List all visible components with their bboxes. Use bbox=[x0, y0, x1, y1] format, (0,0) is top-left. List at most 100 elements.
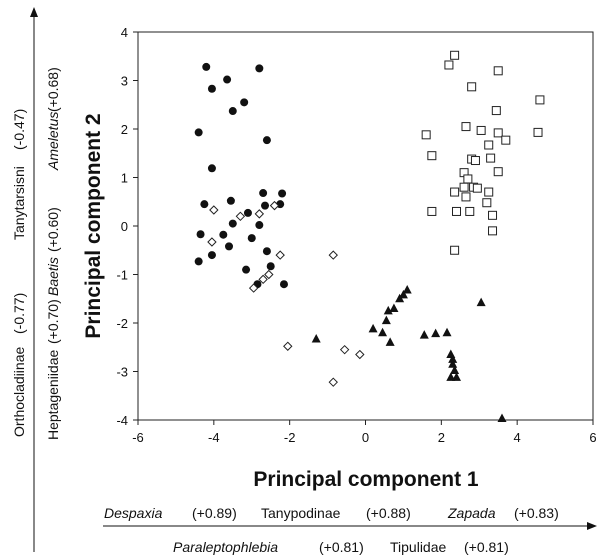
y-loading-col1: Orthocladiinae (-0.77) Tanytarsisni (-0.… bbox=[11, 109, 27, 437]
y-tick-label: -1 bbox=[116, 268, 128, 283]
diamond-point bbox=[275, 250, 285, 260]
loading-ameletus-name: Ameletus bbox=[45, 112, 61, 171]
square-point bbox=[501, 135, 511, 145]
square-point bbox=[533, 127, 543, 137]
y-loading-arrowhead bbox=[30, 7, 38, 17]
x-tick-label: 2 bbox=[438, 430, 445, 445]
triangle-point bbox=[452, 372, 461, 381]
triangle-point bbox=[381, 315, 391, 325]
y-tick-label: 0 bbox=[121, 219, 128, 234]
triangle-point bbox=[311, 334, 321, 343]
circle-point bbox=[255, 64, 264, 73]
loading-paraleptophlebia-name: Paraleptophlebia bbox=[173, 539, 278, 555]
square-point bbox=[493, 167, 503, 177]
y-tick-label: -2 bbox=[116, 316, 128, 331]
triangle-point bbox=[368, 323, 378, 333]
loading-despaxia-name: Despaxia bbox=[104, 505, 163, 521]
x-loading-row1: Despaxia (+0.89) Tanypodinae (+0.88) Zap… bbox=[104, 505, 559, 521]
square-point bbox=[465, 206, 475, 216]
y-tick-label: -3 bbox=[116, 365, 128, 380]
triangle-point bbox=[398, 289, 408, 299]
loading-orthocladiinae-name: Orthocladiinae bbox=[11, 347, 27, 437]
loading-zapada-value: (+0.83) bbox=[514, 505, 559, 521]
x-tick-label: -6 bbox=[132, 430, 144, 445]
square-point bbox=[450, 50, 460, 60]
triangle-point bbox=[419, 330, 429, 339]
axis-ticks: -6 -4 -2 0 2 4 6 -4 -3 -2 -1 0 1 2 3 4 bbox=[116, 25, 596, 445]
y-tick-label: -4 bbox=[116, 413, 128, 428]
data-points bbox=[194, 50, 545, 423]
loading-tanypodinae-name: Tanypodinae bbox=[261, 505, 341, 521]
circle-point bbox=[279, 280, 288, 289]
circle-point bbox=[228, 107, 237, 116]
circle-point bbox=[242, 265, 251, 274]
circle-point bbox=[266, 262, 275, 271]
square-point bbox=[493, 128, 503, 138]
square-point bbox=[470, 156, 480, 166]
square-point bbox=[486, 153, 496, 163]
loading-heptageniidae-name: Heptageniidae bbox=[45, 349, 61, 440]
y-tick-label: 1 bbox=[121, 171, 128, 186]
circle-point bbox=[243, 208, 252, 217]
square-point bbox=[461, 122, 471, 132]
circle-point bbox=[207, 251, 216, 260]
circle-point bbox=[194, 128, 203, 137]
loading-baetis-value: (+0.60) bbox=[45, 207, 61, 252]
square-point bbox=[450, 187, 460, 197]
square-point bbox=[459, 182, 469, 192]
diamond-point bbox=[207, 237, 217, 247]
triangle-point bbox=[431, 328, 441, 338]
circle-point bbox=[223, 75, 232, 84]
loading-baetis-name: Baetis bbox=[45, 257, 61, 296]
square-point bbox=[482, 198, 492, 208]
circle-point bbox=[194, 257, 203, 266]
loading-tanytarsisni-name: Tanytarsisni bbox=[11, 166, 27, 240]
loading-tipulidae-value: (+0.81) bbox=[464, 539, 509, 555]
circle-point bbox=[255, 221, 264, 230]
y-tick-label: 2 bbox=[121, 122, 128, 137]
square-point bbox=[450, 245, 460, 255]
square-point bbox=[463, 174, 473, 184]
diamond-point bbox=[283, 341, 293, 351]
square-point bbox=[484, 140, 494, 150]
triangle-point bbox=[446, 372, 456, 381]
circle-point bbox=[225, 242, 233, 251]
triangle-point bbox=[389, 303, 399, 312]
square-point bbox=[461, 192, 471, 202]
diamond-point bbox=[209, 205, 219, 215]
circle-point bbox=[262, 247, 271, 256]
square-point bbox=[491, 106, 501, 116]
square-point bbox=[444, 60, 454, 70]
square-point bbox=[488, 210, 498, 220]
loading-despaxia-value: (+0.89) bbox=[192, 505, 237, 521]
x-loading-arrowhead bbox=[587, 522, 597, 530]
circle-point bbox=[240, 98, 249, 107]
plot-frame bbox=[137, 31, 594, 421]
y-tick-label: 4 bbox=[121, 25, 128, 40]
circle-point bbox=[278, 189, 287, 198]
loading-paraleptophlebia-value: (+0.81) bbox=[319, 539, 364, 555]
square-point bbox=[421, 130, 431, 140]
loading-ameletus-value: (+0.68) bbox=[45, 67, 61, 112]
triangle-point bbox=[448, 359, 458, 368]
diamond-point bbox=[328, 250, 338, 260]
x-tick-label: -2 bbox=[284, 430, 296, 445]
square-point bbox=[535, 95, 545, 105]
circle-point bbox=[261, 201, 270, 210]
square-point bbox=[488, 226, 498, 236]
diamond-point bbox=[339, 344, 350, 355]
circle-point bbox=[207, 164, 216, 173]
square-point bbox=[484, 187, 494, 197]
triangle-point bbox=[476, 297, 486, 307]
circle-point bbox=[226, 196, 235, 205]
square-point bbox=[467, 82, 477, 92]
loading-tanytarsisni-value: (-0.47) bbox=[11, 109, 27, 150]
diamond-point bbox=[269, 200, 280, 211]
x-tick-label: 6 bbox=[589, 430, 596, 445]
diamond-point bbox=[254, 209, 265, 219]
square-point bbox=[472, 183, 482, 193]
diamond-point bbox=[264, 269, 274, 280]
loading-heptageniidae-value: (+0.70) bbox=[45, 299, 61, 344]
loading-tipulidae-name: Tipulidae bbox=[390, 539, 447, 555]
